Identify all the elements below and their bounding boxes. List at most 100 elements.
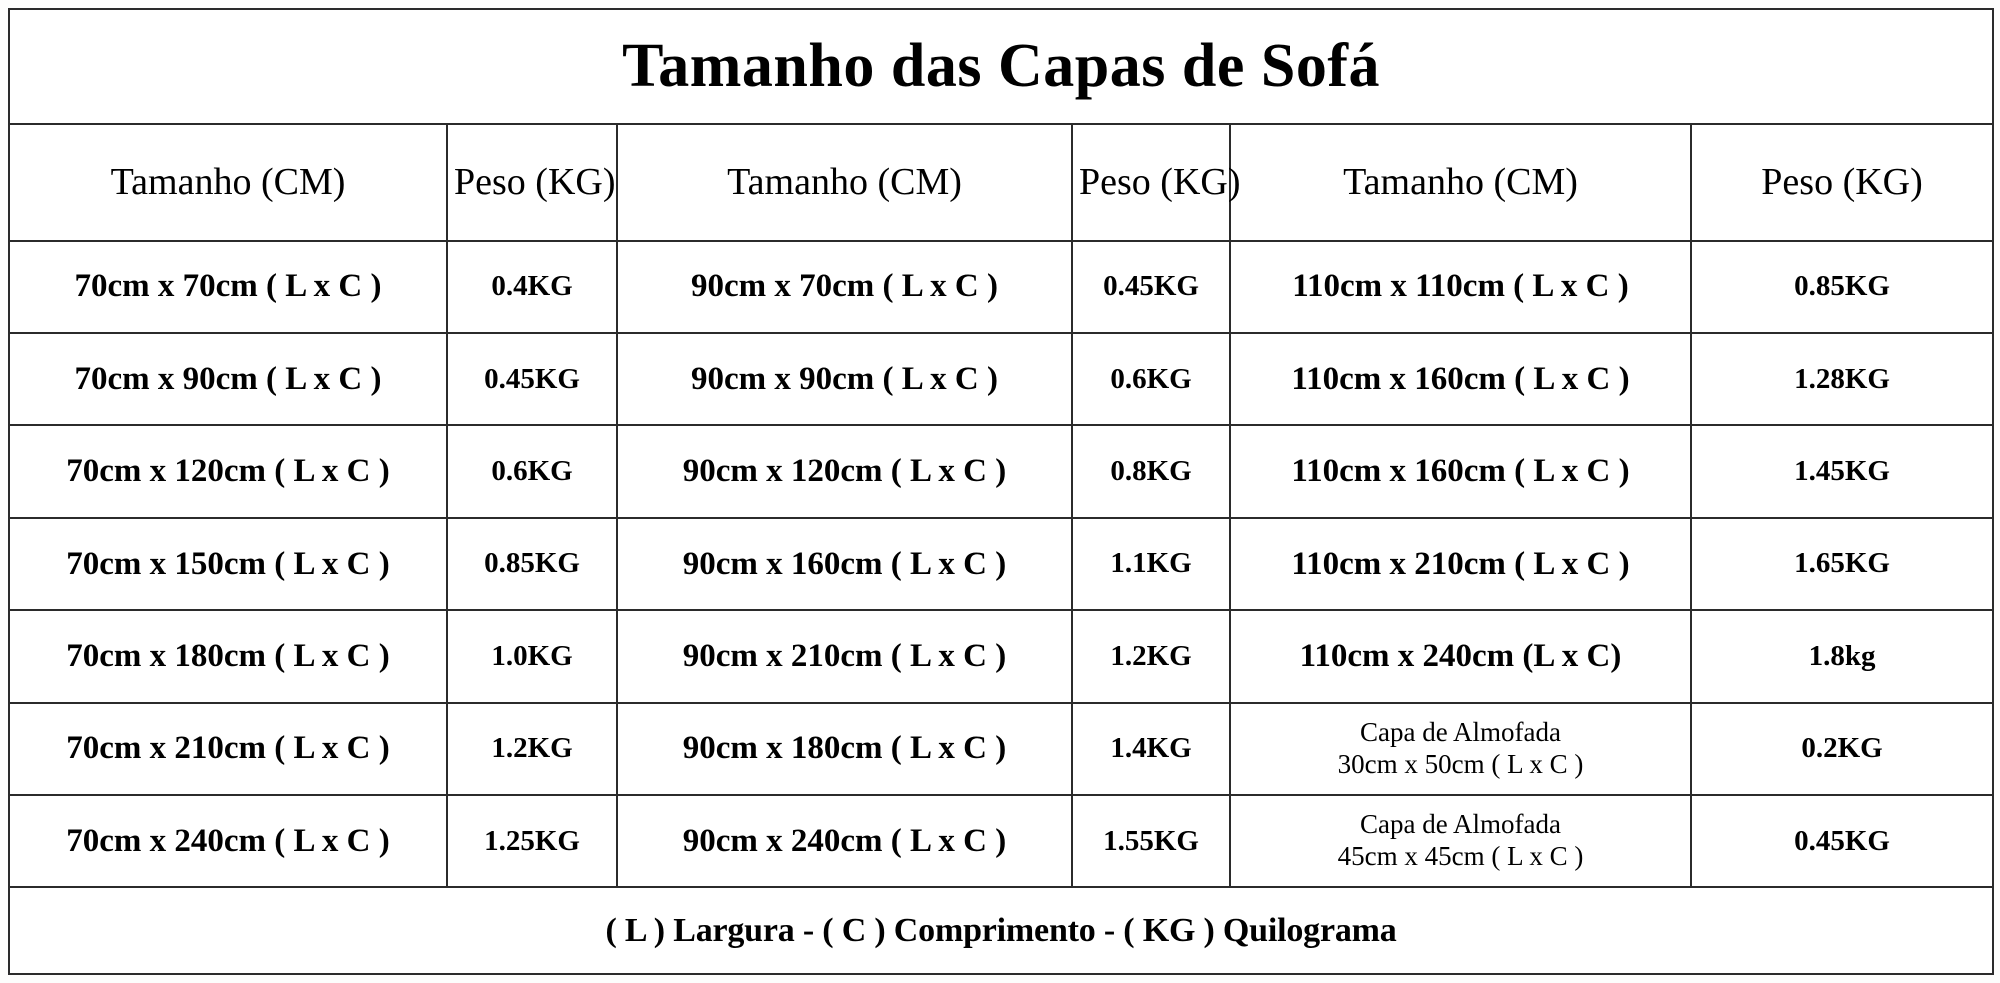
header-size-2: Tamanho (CM) — [616, 122, 1073, 242]
header-weight-1-label: Peso (KG) — [454, 161, 616, 204]
page-title: Tamanho das Capas de Sofá — [622, 32, 1380, 101]
size-value: 90cm x 180cm ( L x C ) — [682, 730, 1007, 767]
weight-value: 0.45KG — [1794, 824, 1890, 857]
header-weight-3: Peso (KG) — [1689, 122, 1995, 242]
weight-value: 0.8KG — [1110, 455, 1192, 488]
weight-value: 1.1KG — [1110, 547, 1192, 580]
cell-weight-3: 1.28KG — [1689, 331, 1995, 427]
size-value: 90cm x 90cm ( L x C ) — [690, 360, 999, 397]
weight-value: 1.45KG — [1794, 455, 1890, 488]
weight-value: 1.28KG — [1794, 362, 1890, 395]
weight-value: 0.4KG — [491, 270, 573, 303]
cell-size-1: 70cm x 240cm ( L x C ) — [8, 793, 448, 889]
weight-value: 1.4KG — [1110, 732, 1192, 765]
weight-value: 0.2KG — [1801, 732, 1883, 765]
cell-weight-3: 1.45KG — [1689, 424, 1995, 519]
cell-weight-2: 1.4KG — [1071, 701, 1231, 796]
cell-size-1: 70cm x 120cm ( L x C ) — [8, 424, 448, 519]
cell-weight-2: 1.1KG — [1071, 516, 1231, 612]
cell-size-3: Capa de Almofada 30cm x 50cm ( L x C ) — [1229, 701, 1692, 796]
header-size-3: Tamanho (CM) — [1229, 122, 1692, 242]
header-size-1: Tamanho (CM) — [8, 122, 448, 242]
size-table: Tamanho das Capas de Sofá Tamanho (CM) P… — [7, 8, 1995, 975]
cell-weight-3: 0.85KG — [1689, 239, 1995, 334]
cell-size-1: 70cm x 210cm ( L x C ) — [8, 701, 448, 796]
weight-value: 1.0KG — [491, 639, 573, 672]
cell-size-1: 70cm x 150cm ( L x C ) — [8, 516, 448, 612]
table-row: 70cm x 70cm ( L x C ) 0.4KG 90cm x 70cm … — [8, 239, 1995, 334]
size-value: 70cm x 90cm ( L x C ) — [74, 360, 382, 397]
weight-value: 1.2KG — [491, 732, 573, 765]
cell-size-3: 110cm x 110cm ( L x C ) — [1229, 239, 1692, 334]
weight-value: 0.45KG — [484, 362, 580, 395]
cell-size-2: 90cm x 70cm ( L x C ) — [616, 239, 1073, 334]
size-value: 70cm x 180cm ( L x C ) — [66, 638, 390, 675]
table-row: 70cm x 180cm ( L x C ) 1.0KG 90cm x 210c… — [8, 609, 1995, 704]
cell-size-2: 90cm x 90cm ( L x C ) — [616, 331, 1073, 427]
weight-value: 1.2KG — [1110, 639, 1192, 672]
size-value-multiline: Capa de Almofada 30cm x 50cm ( L x C ) — [1237, 717, 1684, 781]
cell-weight-2: 0.8KG — [1071, 424, 1231, 519]
size-value: 70cm x 150cm ( L x C ) — [66, 545, 390, 582]
cell-size-1: 70cm x 70cm ( L x C ) — [8, 239, 448, 334]
cell-weight-1: 0.85KG — [446, 516, 618, 612]
table-row: 70cm x 90cm ( L x C ) 0.45KG 90cm x 90cm… — [8, 331, 1995, 427]
cell-weight-1: 1.25KG — [446, 793, 618, 889]
size-value: 70cm x 120cm ( L x C ) — [66, 453, 390, 490]
weight-value: 1.55KG — [1103, 824, 1199, 857]
size-value: 90cm x 120cm ( L x C ) — [682, 453, 1007, 490]
header-size-1-label: Tamanho (CM) — [110, 161, 346, 204]
size-value: 70cm x 70cm ( L x C ) — [74, 268, 382, 305]
size-value-line2: 30cm x 50cm ( L x C ) — [1337, 748, 1584, 779]
size-value: 90cm x 160cm ( L x C ) — [682, 545, 1007, 582]
cell-size-2: 90cm x 180cm ( L x C ) — [616, 701, 1073, 796]
size-value: 110cm x 110cm ( L x C ) — [1292, 268, 1629, 305]
cell-weight-2: 1.2KG — [1071, 609, 1231, 704]
size-value: 110cm x 160cm ( L x C ) — [1291, 360, 1630, 397]
header-weight-1: Peso (KG) — [446, 122, 618, 242]
cell-size-2: 90cm x 240cm ( L x C ) — [616, 793, 1073, 889]
cell-size-3: 110cm x 160cm ( L x C ) — [1229, 424, 1692, 519]
cell-weight-1: 0.4KG — [446, 239, 618, 334]
size-value-line1: Capa de Almofada — [1360, 716, 1561, 747]
cell-weight-1: 0.6KG — [446, 424, 618, 519]
size-value: 110cm x 160cm ( L x C ) — [1291, 453, 1630, 490]
weight-value: 0.6KG — [1110, 362, 1192, 395]
footer-row: ( L ) Largura - ( C ) Comprimento - ( KG… — [7, 886, 1995, 975]
header-size-2-label: Tamanho (CM) — [727, 161, 962, 204]
size-value: 110cm x 240cm (L x C) — [1299, 638, 1622, 675]
cell-size-2: 90cm x 160cm ( L x C ) — [616, 516, 1073, 612]
weight-value: 1.8kg — [1808, 639, 1876, 672]
cell-size-2: 90cm x 210cm ( L x C ) — [616, 609, 1073, 704]
size-value: 90cm x 210cm ( L x C ) — [682, 638, 1007, 675]
cell-weight-1: 1.0KG — [446, 609, 618, 704]
cell-weight-2: 0.6KG — [1071, 331, 1231, 427]
cell-size-3: 110cm x 160cm ( L x C ) — [1229, 331, 1692, 427]
cell-size-3: 110cm x 240cm (L x C) — [1229, 609, 1692, 704]
size-value-line2: 45cm x 45cm ( L x C ) — [1337, 841, 1584, 872]
table-row: 70cm x 210cm ( L x C ) 1.2KG 90cm x 180c… — [8, 701, 1995, 796]
cell-size-3: Capa de Almofada 45cm x 45cm ( L x C ) — [1229, 793, 1692, 889]
header-weight-2-label: Peso (KG) — [1079, 161, 1241, 204]
size-value: 70cm x 210cm ( L x C ) — [66, 730, 390, 767]
table-row: 70cm x 120cm ( L x C ) 0.6KG 90cm x 120c… — [8, 424, 1995, 519]
cell-weight-2: 0.45KG — [1071, 239, 1231, 334]
cell-weight-1: 1.2KG — [446, 701, 618, 796]
header-weight-2: Peso (KG) — [1071, 122, 1240, 242]
title-cell: Tamanho das Capas de Sofá — [7, 8, 1995, 125]
weight-value: 0.6KG — [491, 455, 573, 488]
cell-size-1: 70cm x 90cm ( L x C ) — [8, 331, 448, 427]
footer-cell: ( L ) Largura - ( C ) Comprimento - ( KG… — [7, 886, 1995, 975]
size-value-multiline: Capa de Almofada 45cm x 45cm ( L x C ) — [1237, 809, 1684, 873]
weight-value: 1.65KG — [1794, 547, 1890, 580]
weight-value: 0.85KG — [1794, 270, 1890, 303]
weight-value: 1.25KG — [484, 824, 580, 857]
weight-value: 0.45KG — [1103, 270, 1199, 303]
header-row: Tamanho (CM) Peso (KG) Tamanho (CM) Peso… — [8, 122, 1995, 242]
cell-weight-1: 0.45KG — [446, 331, 618, 427]
cell-weight-3: 1.65KG — [1689, 516, 1995, 612]
cell-weight-3: 0.45KG — [1689, 793, 1995, 889]
cell-size-1: 70cm x 180cm ( L x C ) — [8, 609, 448, 704]
size-value-line1: Capa de Almofada — [1360, 809, 1561, 840]
